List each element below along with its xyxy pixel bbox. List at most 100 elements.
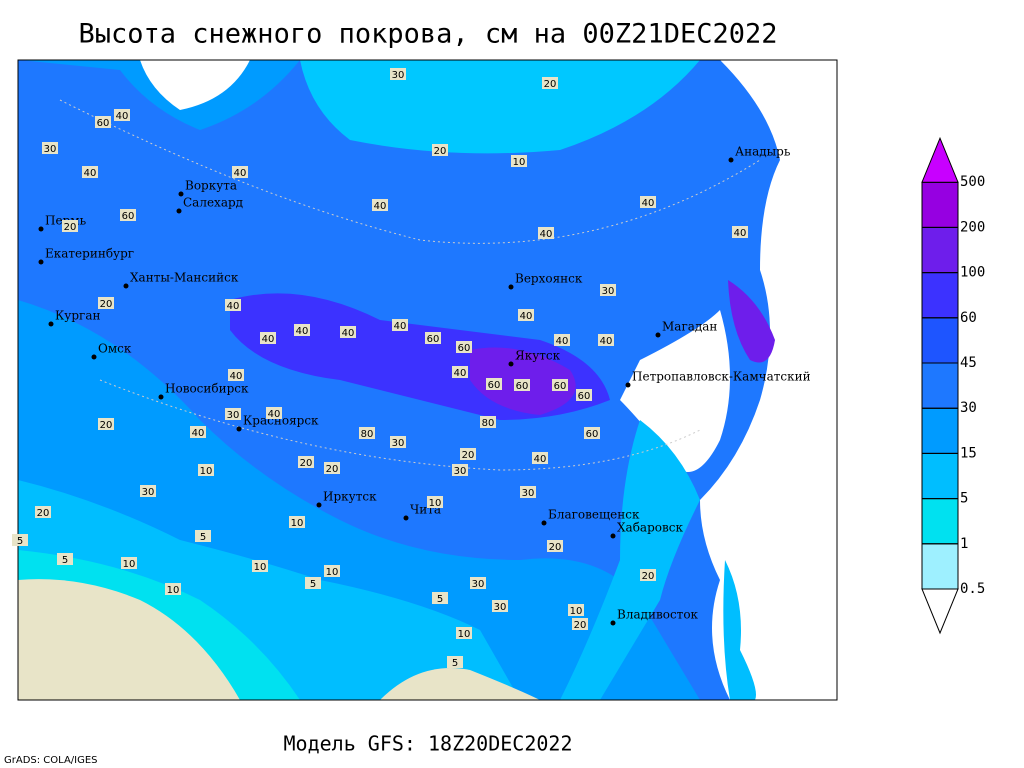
contour-label-box — [165, 583, 181, 595]
contour-label-box — [456, 341, 472, 353]
contour-label: 10 — [167, 585, 180, 596]
contour-label: 40 — [116, 111, 129, 122]
contour-label-box — [542, 77, 558, 89]
colorbar-label: 5 — [960, 491, 968, 507]
colorbar-label: 45 — [960, 355, 977, 371]
city-label: Екатеринбург — [45, 247, 134, 261]
contour-label-box — [568, 604, 584, 616]
contour-label: 60 — [488, 380, 501, 391]
contour-label: 60 — [516, 381, 529, 392]
city-dot — [508, 284, 514, 290]
contour-label-box — [432, 592, 448, 604]
contour-label: 10 — [200, 466, 213, 477]
city-dot — [178, 191, 184, 197]
contour-label-box — [547, 540, 563, 552]
contour-label: 10 — [326, 567, 339, 578]
city-dot — [38, 259, 44, 265]
contour-label-box — [359, 427, 375, 439]
city-label: Красноярск — [243, 414, 319, 428]
contour-label: 30 — [227, 410, 240, 421]
contour-label: 40 — [262, 334, 275, 345]
contour-label: 40 — [227, 301, 240, 312]
contour-label-box — [447, 656, 463, 668]
bare-land — [18, 579, 240, 700]
graticule — [59, 99, 761, 471]
colorbar-band — [921, 226, 959, 274]
map-frame — [17, 59, 838, 701]
colorbar-low-arrow — [921, 588, 959, 635]
contour-label: 5 — [437, 594, 443, 605]
title: Высота снежного покрова, см на 00Z21DEC2… — [79, 19, 778, 50]
colorbar-band — [921, 407, 959, 454]
contour-label-box — [12, 534, 28, 546]
contour-label-box — [98, 418, 114, 430]
contour-label-box — [372, 199, 388, 211]
contour-label-box — [514, 379, 530, 391]
contour-label: 5 — [200, 532, 206, 543]
sea — [140, 60, 250, 110]
contour-label-box — [538, 227, 554, 239]
contour-label-box — [195, 530, 211, 542]
contour-label-box — [225, 408, 241, 420]
city-label: Якутск — [515, 349, 561, 363]
colorbar-label: 60 — [960, 310, 977, 326]
city-label: Петропавловск-Камчатский — [632, 370, 811, 384]
contour-label-box — [456, 627, 472, 639]
contour-label-box — [552, 379, 568, 391]
city-dot — [655, 332, 661, 338]
contour-label: 30 — [494, 602, 507, 613]
colorbar-label: 1 — [960, 536, 968, 552]
model-caption: Модель GFS: 18Z20DEC2022 — [284, 732, 573, 756]
contour-label: 40 — [192, 428, 205, 439]
contour-label-box — [486, 378, 502, 390]
city-label: Анадырь — [735, 145, 791, 159]
contour-label: 40 — [734, 228, 747, 239]
contour-label-box — [392, 319, 408, 331]
city-dot — [48, 321, 54, 327]
island — [723, 560, 756, 700]
contour-label: 40 — [394, 321, 407, 332]
colorbar-label: 30 — [960, 400, 977, 416]
city-dot — [91, 354, 97, 360]
contour-label: 60 — [578, 391, 591, 402]
contour-label-box — [98, 297, 114, 309]
contour-label-box — [120, 209, 136, 221]
contour-label: 20 — [434, 146, 447, 157]
contour-label-box — [452, 366, 468, 378]
colorbar-band — [921, 452, 959, 500]
sea — [620, 310, 730, 472]
contour-label-box — [576, 389, 592, 401]
contour-label: 10 — [429, 498, 442, 509]
colorbar-band — [921, 272, 959, 319]
city-dot — [728, 157, 734, 163]
contour-label-box — [584, 427, 600, 439]
contour-label: 30 — [454, 466, 467, 477]
city-label: Воркута — [185, 179, 237, 193]
contour-label: 80 — [361, 429, 374, 440]
contour-label: 60 — [122, 211, 135, 222]
city-dot — [176, 208, 182, 214]
contour-label: 40 — [556, 336, 569, 347]
contour-label-box — [121, 557, 137, 569]
contour-label-box — [554, 334, 570, 346]
colorbar-label: 0.5 — [960, 581, 985, 597]
contour-label-box — [57, 553, 73, 565]
contour-label: 20 — [100, 420, 113, 431]
contour-label-box — [640, 196, 656, 208]
contour-label: 30 — [142, 487, 155, 498]
city-label: Верхоянск — [515, 272, 583, 286]
contour-label: 40 — [342, 328, 355, 339]
contour-label-box — [640, 569, 656, 581]
contour-label-box — [260, 332, 276, 344]
contour-label: 40 — [234, 168, 247, 179]
contour-label-box — [600, 284, 616, 296]
city-label: Магадан — [662, 320, 717, 334]
city-dot — [236, 426, 242, 432]
contour-label-box — [95, 116, 111, 128]
colorbar-label: 15 — [960, 445, 977, 461]
contour-label: 60 — [427, 334, 440, 345]
contour-label: 60 — [554, 381, 567, 392]
contour-label: 5 — [310, 579, 316, 590]
